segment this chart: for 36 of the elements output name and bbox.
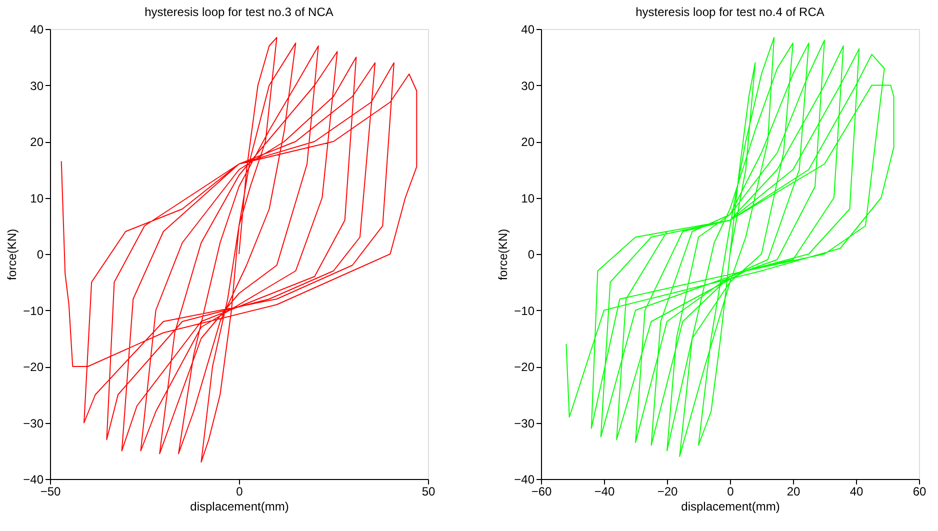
x-tick-label: 60: [912, 484, 926, 498]
x-tick-label: −50: [40, 484, 61, 498]
y-tick-label: 0: [36, 248, 44, 262]
y-tick-label: −10: [514, 304, 535, 318]
x-tick-label: 40: [850, 484, 864, 498]
x-axis-title: displacement(mm): [681, 500, 780, 514]
y-tick-label: 20: [521, 135, 535, 149]
line-series: [60, 36, 418, 463]
y-tick-label: 40: [30, 22, 44, 36]
y-tick-label: −30: [23, 416, 44, 430]
y-tick-label: 20: [30, 135, 44, 149]
chart-title: hysteresis loop for test no.3 of NCA: [144, 5, 334, 19]
y-tick-label: −40: [514, 472, 535, 486]
y-tick-label: −40: [23, 472, 44, 486]
x-tick-label: −20: [657, 484, 678, 498]
y-tick-label: −20: [514, 360, 535, 374]
y-tick-label: 0: [528, 248, 535, 262]
y-tick-label: 10: [521, 191, 535, 206]
y-tick-label: −20: [23, 360, 44, 374]
x-tick-label: 50: [422, 484, 436, 498]
x-tick-label: 0: [236, 484, 244, 498]
x-tick-label: −60: [531, 484, 552, 498]
y-tick-label: 10: [30, 191, 44, 206]
y-axis-title: force(KN): [5, 228, 20, 280]
line-series: [566, 36, 894, 457]
x-axis-title: displacement(mm): [190, 500, 289, 514]
y-tick-label: −30: [514, 416, 535, 430]
x-tick-label: −40: [594, 484, 615, 498]
y-tick-label: −10: [23, 304, 44, 318]
y-tick-label: 30: [30, 78, 44, 93]
chart-title: hysteresis loop for test no.4 of RCA: [636, 5, 824, 19]
y-tick-label: 40: [521, 22, 535, 36]
x-tick-label: 20: [786, 484, 800, 498]
y-tick-label: 30: [521, 78, 535, 93]
x-tick-label: 0: [727, 484, 734, 498]
y-axis-title: force(KN): [496, 228, 510, 280]
